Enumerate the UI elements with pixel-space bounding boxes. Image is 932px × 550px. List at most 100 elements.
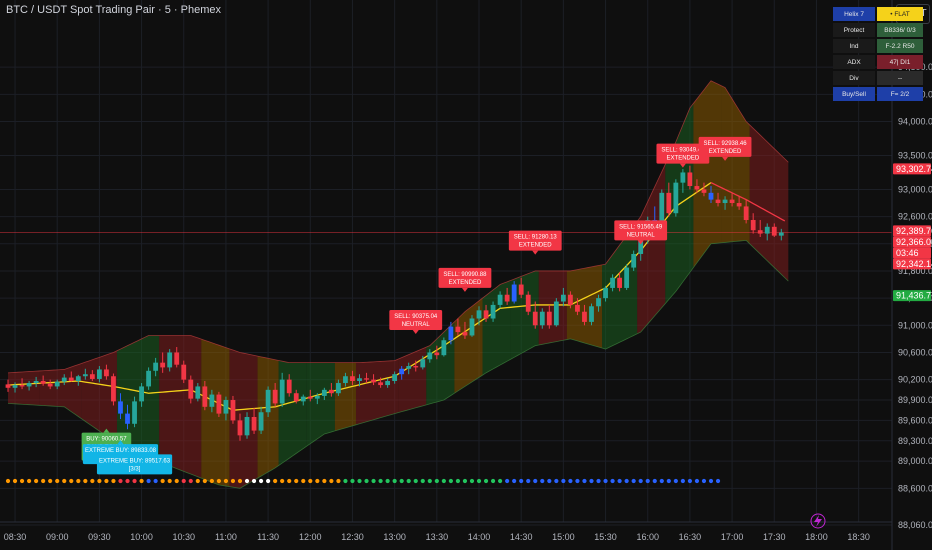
signal-label: SELL: 91280.13 EXTENDED [508, 230, 562, 255]
status-dot [266, 478, 271, 484]
x-tick-label: 18:30 [847, 532, 870, 542]
candle [19, 385, 25, 387]
y-tick-label: 89,300.00 [898, 436, 932, 446]
panel-label: Div [833, 71, 875, 85]
candle [378, 382, 383, 386]
candle [54, 381, 60, 387]
status-dot [90, 478, 95, 484]
candle [153, 362, 159, 371]
signal-box [656, 143, 710, 164]
price-tag: 91,436.77 [893, 290, 932, 302]
status-dot [153, 478, 158, 484]
candle [364, 378, 369, 380]
signal-text: SELL: 91280.13 [514, 235, 558, 241]
price-tag-bg [893, 163, 931, 175]
candle [427, 352, 433, 360]
candle [673, 182, 679, 214]
x-tick-label: 16:30 [679, 532, 702, 542]
candle [771, 226, 777, 236]
candle [638, 240, 644, 254]
x-tick-label: 11:30 [257, 532, 279, 542]
status-dot [69, 478, 74, 484]
signal-box [96, 454, 173, 475]
signal-label: SELL: 92938.46 EXTENDED [698, 136, 752, 161]
candle [469, 318, 475, 336]
status-dot [160, 478, 165, 484]
candle [357, 378, 362, 381]
status-dot [568, 478, 573, 484]
status-dot [526, 478, 531, 484]
candle [12, 385, 18, 388]
status-dot [392, 478, 397, 484]
status-dot [195, 478, 200, 484]
x-tick-label: 17:30 [763, 532, 786, 542]
signal-text: SELL: 90990.88 [443, 272, 487, 278]
signal-text: BUY: 90060.57 [86, 437, 127, 443]
status-dot [490, 478, 496, 484]
signal-text: SELL: 90375.04 [394, 314, 438, 320]
candles [5, 165, 784, 441]
candle [300, 396, 306, 402]
signal-text: [3/3] [129, 466, 141, 472]
status-dot [48, 478, 53, 484]
candle [321, 389, 327, 396]
candle [589, 306, 594, 322]
status-dot [575, 478, 580, 484]
x-tick-label: 13:30 [426, 532, 449, 542]
candle [111, 376, 116, 402]
y-tick-label: 93,500.00 [898, 150, 932, 160]
status-dot [132, 478, 137, 484]
status-dot [371, 478, 376, 484]
candle [209, 394, 215, 407]
candle [174, 352, 180, 365]
status-dot [715, 478, 721, 484]
candle [307, 396, 313, 399]
candle [553, 301, 559, 326]
status-dot [540, 478, 545, 484]
status-dot [118, 478, 123, 484]
candle [406, 366, 412, 369]
status-dot [83, 478, 88, 484]
signal-text: SELL: 91565.49 [619, 224, 663, 230]
status-dot [631, 478, 636, 484]
status-dot [498, 478, 503, 484]
status-dot [111, 478, 116, 484]
candle [96, 369, 102, 379]
status-dot [441, 478, 446, 484]
status-dot [694, 478, 700, 484]
status-dot [12, 478, 18, 484]
candle [40, 380, 46, 384]
status-dot [666, 478, 671, 484]
y-tick-label: 89,900.00 [898, 395, 932, 405]
status-dot [5, 478, 11, 484]
status-dot [97, 478, 102, 484]
signal-dots [5, 478, 721, 484]
status-dot [181, 478, 186, 484]
candle [195, 386, 201, 399]
status-dot [610, 478, 615, 484]
status-dot [687, 478, 693, 484]
signal-box [438, 267, 492, 288]
candle [286, 379, 292, 394]
status-dot [104, 478, 109, 484]
status-dot [251, 478, 257, 484]
candle [385, 380, 391, 386]
signal-box [389, 310, 443, 331]
status-dot [174, 478, 179, 484]
status-dot [62, 478, 67, 484]
status-dot [378, 478, 383, 484]
candle [293, 393, 299, 402]
candle [680, 172, 686, 183]
status-dot [533, 478, 538, 484]
x-tick-label: 10:00 [130, 532, 153, 542]
price-tag-bg [893, 225, 931, 237]
signal-pointer [461, 287, 468, 292]
price-tag-text: 92,389.76 [896, 226, 932, 236]
candle [560, 294, 566, 302]
signal-text: NEUTRAL [627, 232, 656, 238]
panel-label: Helix 7 [833, 7, 875, 21]
x-tick-label: 17:00 [721, 532, 744, 542]
panel-row: Helix 7 • FLAT [833, 7, 923, 21]
candle [701, 189, 707, 193]
